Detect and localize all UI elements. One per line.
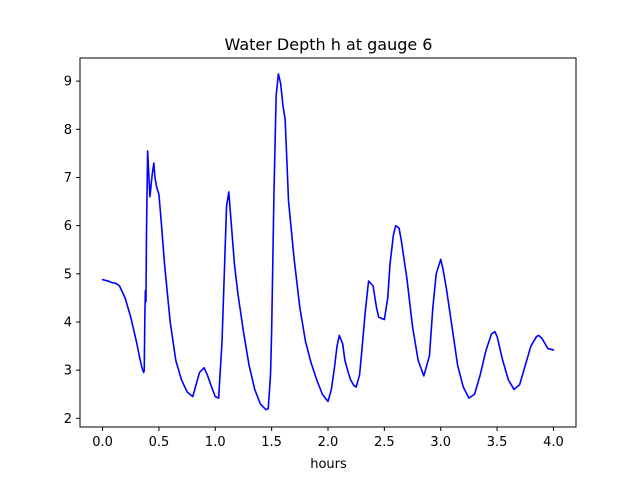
x-tick-label: 1.0 [205, 435, 226, 450]
y-tick-label: 4 [64, 315, 72, 330]
y-tick-label: 2 [64, 412, 72, 427]
x-tick-label: 0.5 [149, 435, 170, 450]
x-tick-label: 0.0 [92, 435, 113, 450]
x-tick-label: 3.0 [430, 435, 451, 450]
y-tick-label: 6 [64, 219, 72, 234]
x-tick-label: 2.5 [374, 435, 395, 450]
y-tick-label: 3 [64, 364, 72, 379]
x-tick-label: 2.0 [318, 435, 339, 450]
y-tick-label: 5 [64, 267, 72, 282]
x-tick-label: 4.0 [543, 435, 564, 450]
y-tick-label: 9 [64, 75, 72, 90]
y-tick-label: 7 [64, 171, 72, 186]
x-axis-label: hours [310, 457, 347, 472]
x-tick-label: 1.5 [261, 435, 282, 450]
y-tick-label: 8 [64, 123, 72, 138]
series-line [101, 73, 555, 411]
ticks-layer: 0.0 0.5 1.0 1.5 2.0 2.5 3.0 3.5 4.0 2 3 4 5 6 7 8 9 [64, 75, 564, 450]
plot-area [101, 73, 555, 411]
chart-title: Water Depth h at gauge 6 [225, 35, 433, 54]
x-tick-label: 3.5 [487, 435, 508, 450]
axes-frame [79, 57, 577, 428]
